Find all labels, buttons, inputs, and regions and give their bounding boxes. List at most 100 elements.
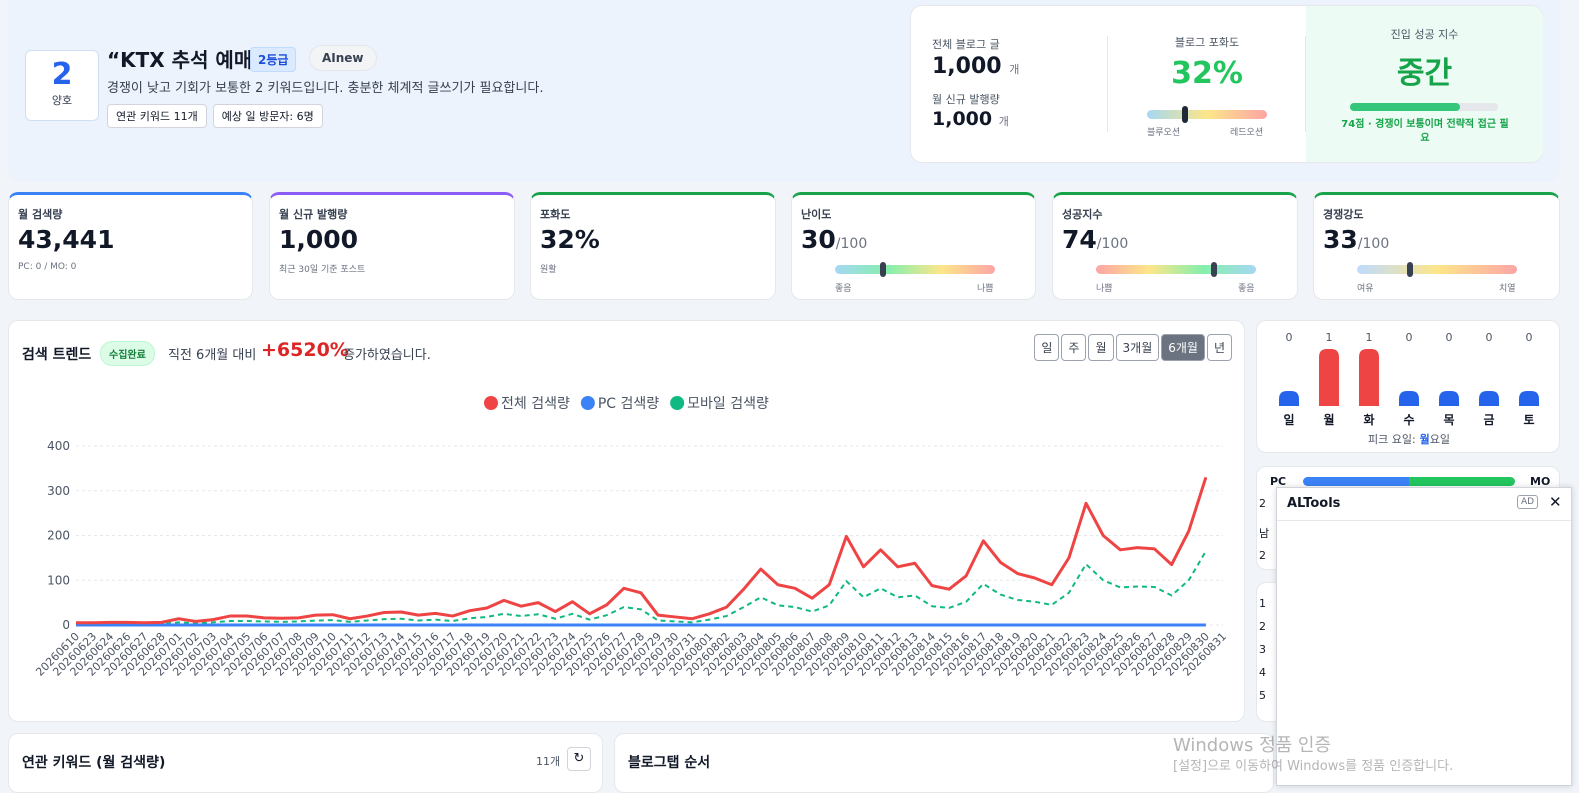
peak-part: 요일 bbox=[1430, 432, 1450, 446]
metric-card: 성공지수 74/100 나쁨 좋음 bbox=[1052, 192, 1298, 300]
peak-part: 월 bbox=[1420, 432, 1430, 446]
x-tick-label: 월 bbox=[1323, 412, 1334, 427]
gauge-marker bbox=[1182, 106, 1189, 123]
metric-value: 1,000 bbox=[279, 225, 358, 254]
weekday-chart: 0 일 1 월 1 화 0 수 0 목 0 금 0 토피크 요일: 월요일 bbox=[1279, 331, 1539, 446]
rank-number: 5 bbox=[1259, 689, 1266, 702]
bar-value-label: 0 bbox=[1486, 331, 1493, 344]
ad-badge: AD bbox=[1517, 495, 1539, 509]
legend-label: PC 검색량 bbox=[598, 396, 659, 412]
stat-label: 월 신규 발행량 bbox=[932, 93, 1000, 106]
metric-note: 원활 bbox=[540, 265, 557, 275]
gauge-high: 나쁨 bbox=[977, 284, 994, 294]
x-tick-label: 일 bbox=[1283, 413, 1294, 427]
metric-label: 월 검색량 bbox=[18, 208, 63, 221]
metric-note: 최근 30일 기준 포스트 bbox=[279, 265, 366, 275]
saturation-label: 블로그 포화도 bbox=[1174, 36, 1240, 49]
period-button[interactable]: 일 bbox=[1034, 334, 1060, 361]
gauge-marker bbox=[880, 262, 886, 277]
watermark-text: [설정]으로 이동하여 Windows를 정품 인증합니다. bbox=[1173, 759, 1454, 774]
rank-number: 3 bbox=[1259, 643, 1266, 656]
value: 74 bbox=[1062, 225, 1097, 254]
success-level: 중간 bbox=[1396, 56, 1453, 91]
y-tick-label: 300 bbox=[47, 484, 70, 498]
metric-card: 난이도 30/100 좋음 나쁨 bbox=[791, 192, 1036, 300]
source-badge: AInew bbox=[309, 45, 377, 71]
y-tick-label: 400 bbox=[47, 439, 70, 453]
gauge-low: 여유 bbox=[1357, 284, 1374, 294]
period-button[interactable]: 주 bbox=[1061, 334, 1087, 361]
overlay-title: ALTools bbox=[1287, 496, 1341, 511]
tag: 예상 일 방문자: 6명 bbox=[212, 104, 323, 128]
period-button[interactable]: 6개월 bbox=[1161, 334, 1205, 361]
metric-value: 74/100 bbox=[1062, 225, 1128, 254]
unit: 개 bbox=[1009, 63, 1020, 76]
metric-value: 32% bbox=[540, 225, 600, 254]
related-title: 연관 키워드 (월 검색량) bbox=[22, 755, 166, 771]
legend-swatch bbox=[484, 396, 498, 410]
divider bbox=[1107, 36, 1108, 132]
close-button[interactable]: ✕ bbox=[1549, 493, 1562, 511]
related-count: 11개 bbox=[536, 755, 561, 768]
series-line bbox=[76, 476, 1208, 625]
bar bbox=[1279, 391, 1299, 406]
stat-value: 1,000 개 bbox=[932, 108, 1009, 130]
blog-title: 블로그탭 순서 bbox=[628, 755, 711, 771]
max: /100 bbox=[1096, 236, 1129, 252]
metric-card: 경쟁강도 33/100 여유 치열 bbox=[1313, 192, 1560, 300]
bar bbox=[1399, 391, 1419, 406]
bar-value-label: 0 bbox=[1446, 331, 1453, 344]
fragment: 남 bbox=[1259, 527, 1270, 540]
description: 경쟁이 낮고 기회가 보통한 2 키워드입니다. 충분한 체계적 글쓰기가 필요… bbox=[107, 81, 544, 96]
gauge-low: 블루오션 bbox=[1147, 128, 1181, 138]
bar bbox=[1439, 391, 1459, 406]
metric-label: 성공지수 bbox=[1062, 208, 1103, 221]
metric-label: 월 신규 발행량 bbox=[279, 208, 348, 221]
compare: 직전 6개월 대비 bbox=[168, 348, 257, 363]
value: 43,441 bbox=[18, 225, 115, 254]
trend-title: 검색 트렌드 bbox=[22, 347, 92, 363]
legend-swatch bbox=[670, 396, 685, 410]
change: +6520% bbox=[261, 339, 349, 361]
max: /100 bbox=[1357, 236, 1390, 252]
rank-number: 4 bbox=[1259, 666, 1266, 679]
divider bbox=[1305, 36, 1306, 132]
pc-label: PC bbox=[1270, 475, 1287, 488]
total-posts: 1,000 bbox=[932, 54, 1002, 79]
refresh-button[interactable]: ↻ bbox=[567, 747, 591, 771]
y-tick-label: 100 bbox=[47, 573, 70, 587]
metric-label: 난이도 bbox=[801, 208, 832, 221]
x-tick-label: 금 bbox=[1483, 413, 1494, 427]
bar bbox=[1319, 349, 1339, 406]
mo-label: MO bbox=[1530, 475, 1551, 488]
stat-label: 전체 블로그 글 bbox=[932, 38, 1000, 51]
overlay-header bbox=[1277, 488, 1571, 521]
max: /100 bbox=[835, 236, 868, 252]
gauge-marker bbox=[1406, 262, 1413, 277]
fragment: 2 bbox=[1259, 497, 1266, 510]
period-button[interactable]: 월 bbox=[1088, 334, 1114, 361]
metric-card: 포화도 32% 원활 bbox=[530, 192, 776, 300]
saturation-gauge bbox=[1147, 106, 1267, 123]
bar-value-label: 1 bbox=[1366, 331, 1373, 344]
bar bbox=[1479, 391, 1499, 406]
period-button[interactable]: 년 bbox=[1206, 334, 1232, 361]
success-bar bbox=[1350, 103, 1460, 111]
gauge-low: 나쁨 bbox=[1096, 284, 1113, 294]
series-line bbox=[76, 550, 1207, 626]
unit: 개 bbox=[998, 115, 1009, 128]
metric-note: PC: 0 / MO: 0 bbox=[18, 262, 77, 272]
weekday-card: 0 일 1 월 1 화 0 수 0 목 0 금 0 토 피크 요일: 월요일 bbox=[1256, 320, 1560, 453]
score-box: 2 양호 bbox=[25, 50, 99, 121]
period-button[interactable]: 3개월 bbox=[1115, 334, 1160, 361]
value: 33 bbox=[1323, 225, 1358, 254]
bar bbox=[1519, 391, 1539, 406]
score: 2 bbox=[51, 57, 73, 92]
gauge-high: 좋음 bbox=[1238, 284, 1255, 294]
success-track bbox=[1350, 103, 1498, 111]
gauge-marker bbox=[1211, 262, 1218, 277]
mo-bar bbox=[1409, 477, 1515, 486]
success-note: 74점 · 경쟁이 보통이며 전략적 접근 필요 bbox=[1341, 119, 1509, 144]
metric-label: 경쟁강도 bbox=[1323, 208, 1364, 221]
